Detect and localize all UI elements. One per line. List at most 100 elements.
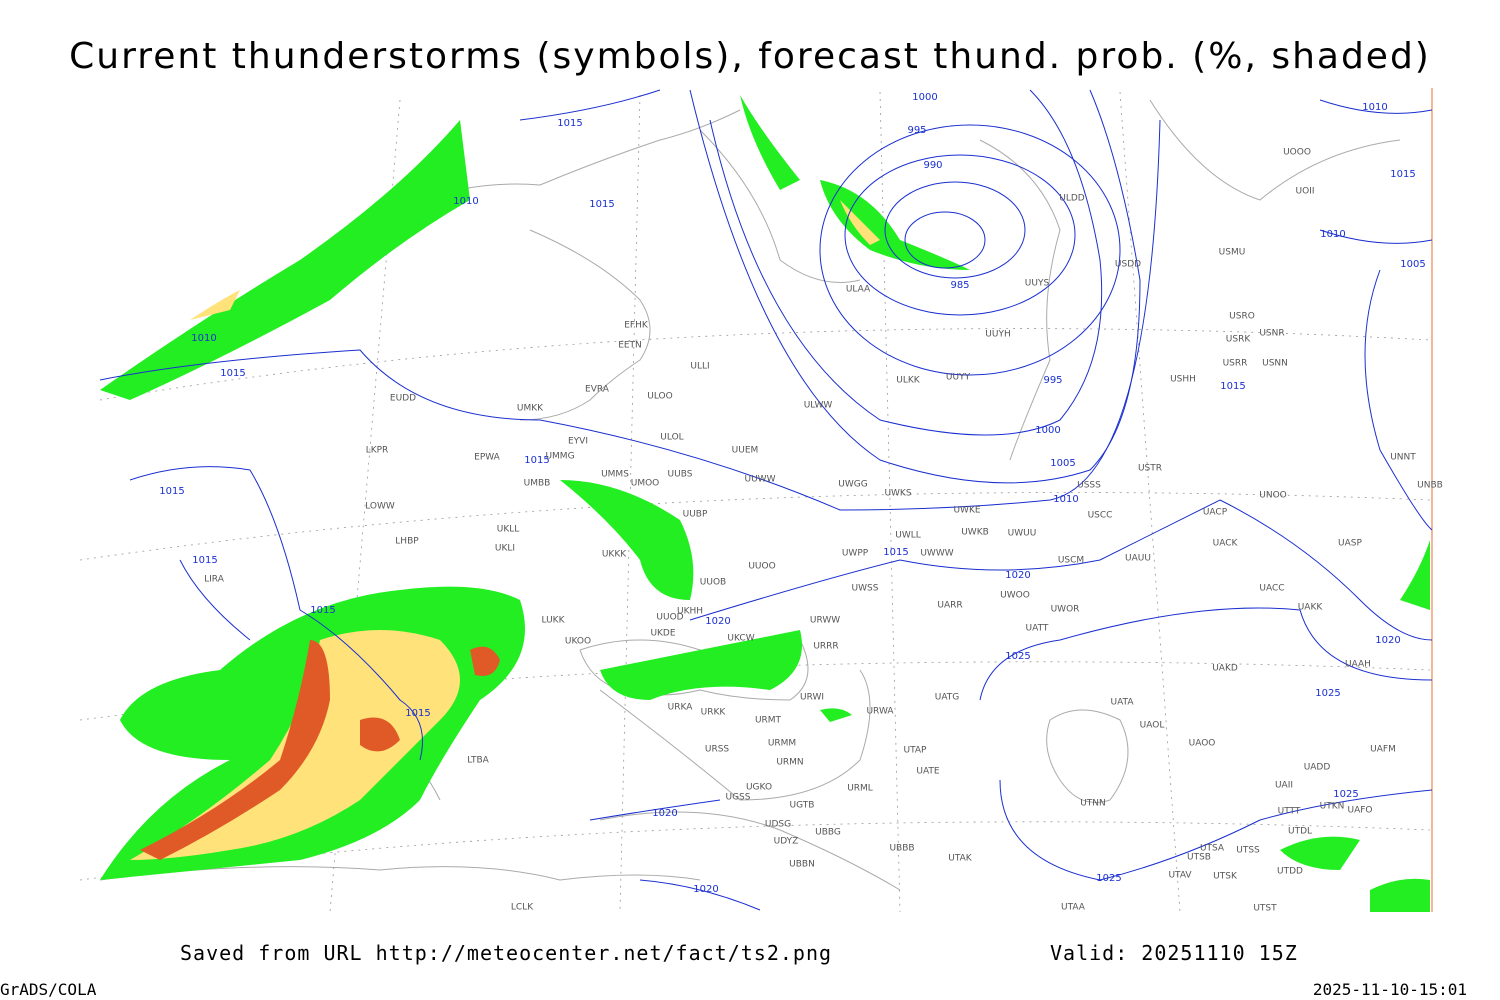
station-label: URWA — [866, 707, 894, 717]
isobar-label: 1000 — [1035, 425, 1060, 436]
isobar-label: 1010 — [1053, 494, 1078, 505]
station-label: USDD — [1115, 260, 1141, 270]
station-label: LKPR — [366, 446, 389, 456]
station-label: UTSA — [1200, 844, 1225, 854]
station-label: UMOO — [631, 479, 660, 489]
isobar-label: 1025 — [1333, 789, 1358, 800]
station-label: UWGG — [838, 480, 867, 490]
station-label: LHBP — [395, 537, 419, 547]
station-label: UTDD — [1277, 867, 1303, 877]
station-label: EVRA — [585, 385, 610, 395]
station-label: USRO — [1229, 312, 1255, 322]
station-label: UAII — [1275, 781, 1293, 791]
station-label: UATE — [916, 767, 940, 777]
isobar-label: 1020 — [1375, 635, 1400, 646]
station-label: ULOL — [660, 433, 683, 443]
station-label: UWWW — [920, 549, 953, 559]
isobar-label: 1005 — [1050, 458, 1075, 469]
station-label: UAOL — [1140, 721, 1165, 731]
isobar-label: 1025 — [1315, 688, 1340, 699]
station-label: USCC — [1088, 511, 1113, 521]
station-label: UADD — [1304, 763, 1331, 773]
station-label: ULWW — [804, 401, 833, 411]
station-label: LCLK — [511, 903, 534, 913]
station-label: UUOO — [748, 562, 775, 572]
station-label: LOWW — [365, 502, 395, 512]
station-label: UAKK — [1298, 603, 1324, 613]
station-label: UWKB — [961, 528, 989, 538]
station-label: UUYH — [985, 330, 1010, 340]
station-label: UOII — [1296, 187, 1315, 197]
station-label: UNNT — [1390, 453, 1416, 463]
station-label: UUOB — [700, 578, 726, 588]
station-label: UTSS — [1236, 846, 1260, 856]
station-label: UWPP — [842, 549, 869, 559]
station-label: LIRA — [204, 575, 225, 585]
isobar-label: 1025 — [1096, 873, 1121, 884]
isobar-label: 1015 — [589, 199, 614, 210]
isobar-label: 1020 — [1005, 570, 1030, 581]
map-area: 1015 1000 995 990 1010 1015 985 1010 1015 995 1000… — [70, 88, 1443, 914]
isobar-labels: 1015 1000 995 990 1010 1015 985 1010 1015 995 1000… — [159, 92, 1425, 895]
isobar-label: 995 — [907, 125, 926, 136]
station-label: UTDL — [1288, 827, 1312, 837]
isobar-label: 985 — [950, 280, 969, 291]
station-label: UATA — [1110, 698, 1134, 708]
station-label: UACC — [1259, 584, 1284, 594]
station-label: LTBA — [467, 756, 489, 766]
station-label: UKKK — [602, 550, 627, 560]
station-label: UTAK — [948, 854, 973, 864]
station-label: UGKO — [746, 783, 772, 793]
station-label: UUEM — [732, 446, 759, 456]
software: GrADS/COLA — [0, 980, 97, 999]
station-label: UKHH — [677, 607, 703, 617]
station-label: UTTT — [1278, 807, 1301, 817]
isobars — [99, 89, 1433, 911]
isobar-label: 1025 — [1005, 651, 1030, 662]
station-label: EYVI — [568, 437, 588, 447]
station-label: UNOO — [1259, 491, 1287, 501]
valid-time: Valid: 20251110 15Z — [1050, 941, 1298, 965]
station-label: UKCW — [727, 634, 754, 644]
station-label: USNR — [1259, 329, 1284, 339]
station-label: ULOO — [647, 392, 672, 402]
station-label: UTSB — [1187, 853, 1211, 863]
station-label: UAFO — [1347, 806, 1372, 816]
isobar-label: 1010 — [1362, 102, 1387, 113]
station-label: USHH — [1170, 375, 1196, 385]
station-label: UAFM — [1370, 745, 1396, 755]
source-url: Saved from URL http://meteocenter.net/fa… — [180, 941, 832, 965]
station-label: UTSK — [1213, 872, 1238, 882]
station-label: ULLI — [690, 362, 709, 372]
station-label: UAKD — [1212, 664, 1238, 674]
station-label: URMN — [776, 758, 803, 768]
station-label: UBBB — [889, 844, 914, 854]
station-label: LUKK — [542, 616, 566, 626]
station-label: UACK — [1213, 539, 1239, 549]
station-label: UTST — [1253, 904, 1277, 914]
station-label: UWOO — [1000, 591, 1030, 601]
station-label: ULDD — [1059, 194, 1085, 204]
station-label: UNBB — [1417, 481, 1443, 491]
isobar-label: 1020 — [693, 884, 718, 895]
isobar-label: 1005 — [1400, 259, 1425, 270]
station-label: UMMG — [545, 452, 574, 462]
station-label: UWKE — [953, 506, 980, 516]
station-label: ULAA — [846, 285, 871, 295]
station-label: UUBP — [683, 510, 708, 520]
isobar-label: 1015 — [557, 118, 582, 129]
station-label: UWKS — [884, 489, 911, 499]
station-label: URRR — [813, 642, 838, 652]
probability-shading-high — [140, 640, 500, 860]
isobar-label: 1020 — [705, 616, 730, 627]
station-label: EETN — [618, 341, 642, 351]
isobar-label: 1020 — [652, 808, 677, 819]
isobar-label: 1015 — [159, 486, 184, 497]
station-label: UTNN — [1080, 799, 1106, 809]
station-label: USTR — [1138, 464, 1162, 474]
station-label: UUWW — [745, 475, 776, 485]
station-label: UKLI — [495, 544, 515, 554]
isobar-label: 1015 — [405, 708, 430, 719]
isobar-label: 1010 — [191, 333, 216, 344]
